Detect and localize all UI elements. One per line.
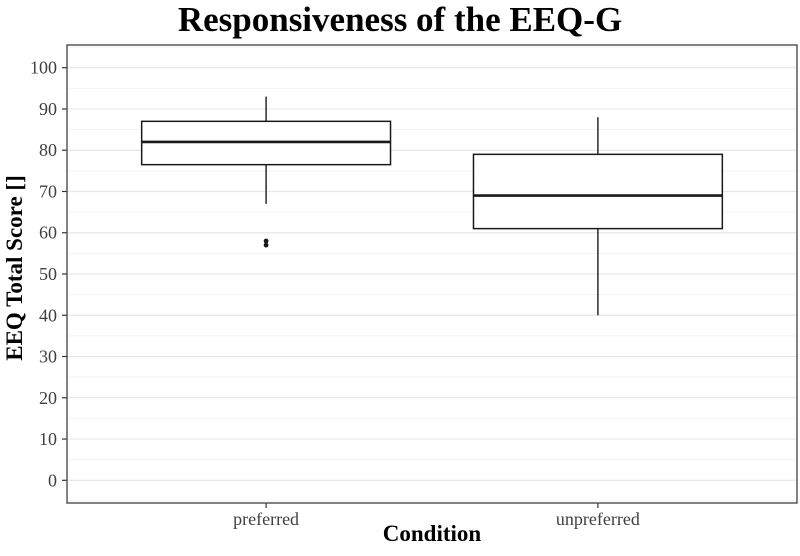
box-unpreferred: [472, 153, 724, 230]
panel-border: [66, 44, 798, 504]
y-tick-label: 50: [39, 264, 57, 284]
y-tick-label: 80: [39, 140, 57, 160]
y-tick-label: 60: [39, 223, 57, 243]
y-tick-label: 40: [39, 305, 57, 325]
outlier-point-preferred: [263, 238, 269, 244]
y-tick-label: 30: [39, 347, 57, 367]
y-tick-label: 20: [39, 388, 57, 408]
y-tick-label: 70: [39, 181, 57, 201]
x-tick-label-unpreferred: unpreferred: [556, 509, 640, 529]
y-tick-label: 90: [39, 99, 57, 119]
chart-title: Responsiveness of the EEQ-G: [177, 0, 623, 39]
y-tick-label: 100: [30, 58, 57, 78]
x-tick-label-preferred: preferred: [233, 509, 299, 529]
y-tick-label: 10: [39, 429, 57, 449]
outlier-point-preferred: [263, 242, 269, 248]
y-tick-label: 0: [48, 470, 57, 490]
x-axis-title: Condition: [382, 521, 482, 546]
